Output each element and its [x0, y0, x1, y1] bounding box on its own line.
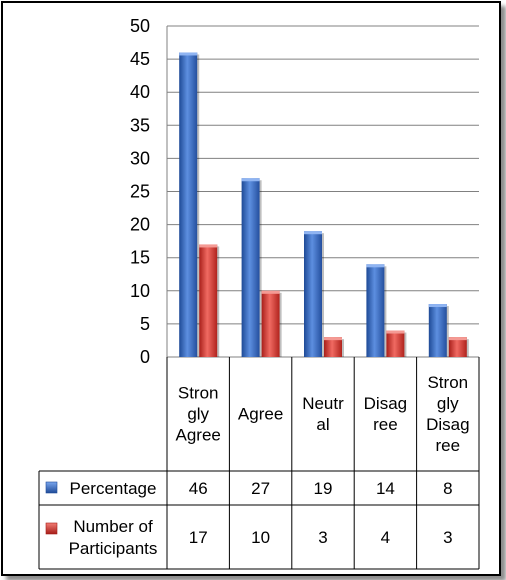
y-tick-label: 35	[130, 115, 150, 135]
category-label: Stron	[178, 384, 219, 403]
bar-fill	[386, 330, 405, 357]
legend-key-percentage	[45, 481, 58, 494]
y-tick-label: 15	[130, 248, 150, 268]
y-tick-label: 30	[130, 148, 150, 168]
y-tick-label: 0	[140, 347, 150, 367]
category-label: Disag	[426, 415, 469, 434]
bar-top	[366, 264, 385, 268]
bar-percentage	[428, 304, 449, 357]
category-label: Neutr	[302, 394, 344, 413]
bar-participants	[386, 330, 407, 357]
bar-fill	[199, 244, 218, 357]
bar-top	[304, 231, 322, 235]
y-tick-label: 45	[130, 49, 150, 69]
bar-fill	[366, 264, 385, 357]
bar-percentage	[241, 178, 262, 357]
table-value: 4	[381, 528, 390, 547]
table-value: 46	[189, 479, 208, 498]
bar-percentage	[304, 231, 324, 357]
bar-top	[428, 304, 447, 308]
bar-participants	[324, 337, 344, 357]
bar-participants	[448, 337, 469, 357]
bar-top	[324, 337, 342, 341]
table-value: 19	[314, 479, 333, 498]
y-tick-label: 25	[130, 182, 150, 202]
data-table: Stron gly Agree Agree Neutr al Disag ree Stron gl…	[38, 357, 480, 570]
y-tick-label: 20	[130, 215, 150, 235]
y-tick-label: 50	[130, 16, 150, 36]
table-value: 3	[443, 528, 452, 547]
y-tick-label: 40	[130, 82, 150, 102]
bar-fill	[324, 337, 342, 357]
legend-label: Participants	[69, 539, 158, 558]
category-label: gly	[187, 405, 209, 424]
category-label: Disag	[364, 394, 407, 413]
bar-top	[199, 244, 218, 248]
bar-fill	[179, 52, 198, 357]
table-value: 17	[189, 528, 208, 547]
bar-fill	[241, 178, 260, 357]
category-label: ree	[436, 436, 461, 455]
y-axis: 0 5 10 15 20 25 30 35 40 45 50	[130, 16, 168, 367]
bar-participants	[199, 244, 220, 357]
category-label: gly	[437, 394, 459, 413]
bar-top	[386, 330, 405, 334]
legend-label: Percentage	[70, 479, 157, 498]
bar-participants	[261, 290, 282, 357]
category-label: Stron	[427, 373, 468, 392]
category-label: ree	[373, 415, 398, 434]
bar-fill	[428, 304, 447, 357]
table-value: 27	[251, 479, 270, 498]
y-tick-label: 5	[140, 314, 150, 334]
table-value: 10	[251, 528, 270, 547]
bar-percentage	[179, 52, 200, 357]
bar-top	[261, 290, 280, 294]
table-value: 3	[318, 528, 327, 547]
gridlines	[167, 25, 479, 358]
bar-percentage	[366, 264, 387, 357]
bar-fill	[304, 231, 322, 357]
legend-label: Number of	[73, 517, 153, 536]
table-value: 8	[443, 479, 452, 498]
y-tick-label: 10	[130, 281, 150, 301]
bar-top	[448, 337, 467, 341]
category-label: al	[316, 415, 329, 434]
bar-top	[241, 178, 260, 182]
bars	[179, 52, 469, 357]
category-label: Agree	[176, 426, 221, 445]
table-value: 14	[376, 479, 395, 498]
category-label: Agree	[238, 405, 283, 424]
legend-key-participants	[45, 522, 58, 535]
bar-fill	[448, 337, 467, 357]
bar-fill	[261, 290, 280, 357]
bar-top	[179, 52, 198, 56]
